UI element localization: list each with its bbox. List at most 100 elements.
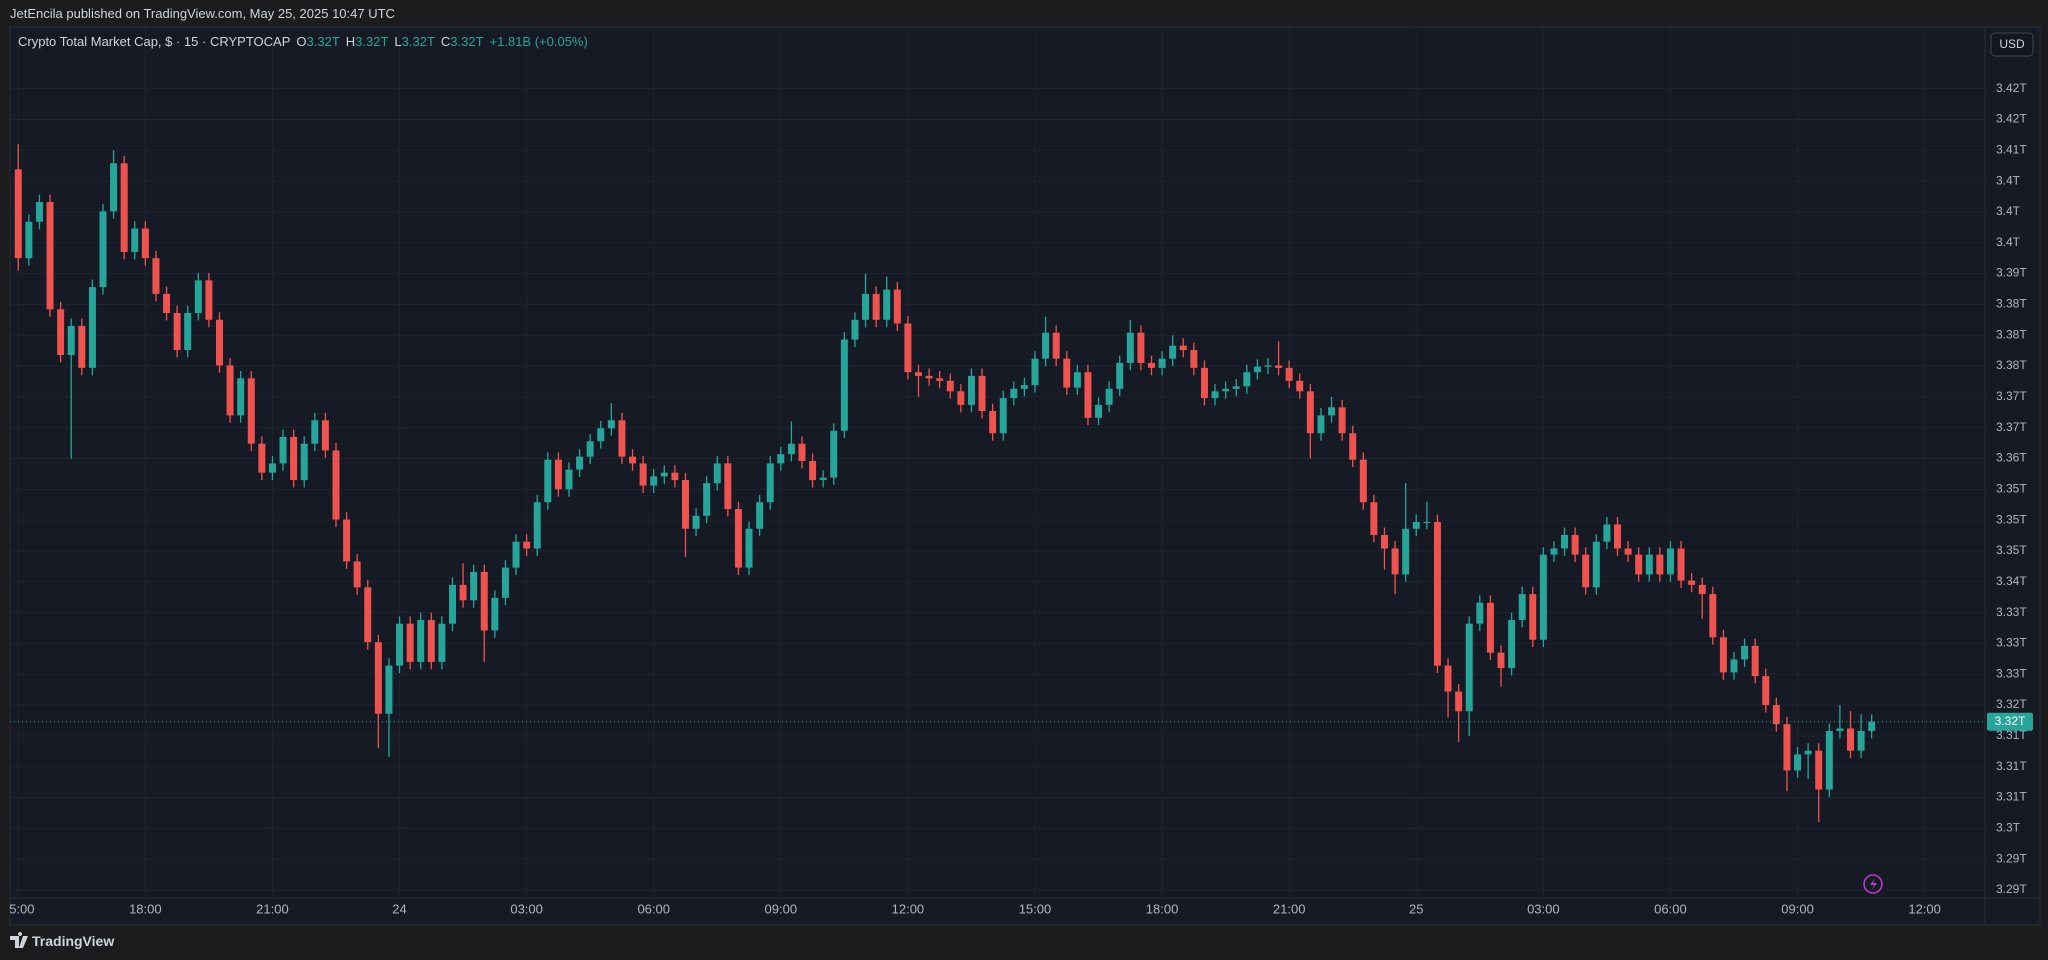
- candle-body: [1084, 372, 1092, 418]
- lightning-icon[interactable]: [1863, 874, 1883, 894]
- candle-body: [883, 289, 891, 320]
- candle-body: [1391, 548, 1399, 575]
- x-tick-label: 15:00: [1019, 901, 1052, 916]
- candle-body: [713, 463, 721, 484]
- candle-body: [1561, 534, 1569, 549]
- candle-body: [57, 309, 65, 355]
- candle-body: [1275, 365, 1283, 368]
- candle-body: [1518, 594, 1526, 620]
- candle-body: [1412, 521, 1420, 529]
- candle-body: [1751, 645, 1759, 677]
- candle-body: [1868, 721, 1876, 731]
- candle-body: [1645, 554, 1653, 575]
- candle-body: [237, 378, 245, 416]
- x-tick-label: 21:00: [1273, 901, 1306, 916]
- candle-body: [1804, 750, 1812, 755]
- y-tick-label: 3.31T: [1996, 728, 2027, 742]
- candle-body: [110, 163, 118, 212]
- y-tick-label: 3.4T: [1996, 173, 2021, 187]
- candle-body: [173, 313, 181, 351]
- candle-body: [184, 313, 192, 351]
- candle-body: [374, 642, 382, 714]
- last-price-label: 3.32T: [1995, 714, 2026, 728]
- y-tick-label: 3.34T: [1996, 574, 2027, 588]
- candle-body: [438, 623, 446, 662]
- candle-body: [1571, 534, 1579, 555]
- candle-body: [914, 372, 922, 376]
- candle-body: [35, 202, 43, 222]
- candle-body: [1359, 459, 1367, 503]
- candle-body: [194, 280, 202, 314]
- currency-button[interactable]: [1990, 32, 2034, 57]
- candle-body: [1137, 332, 1145, 363]
- candle-body: [1666, 548, 1674, 575]
- x-tick-label: 25: [1409, 901, 1423, 916]
- candle-body: [830, 430, 838, 478]
- candle-body: [448, 584, 456, 624]
- candle-body: [893, 289, 901, 324]
- currency-label[interactable]: USD: [1999, 37, 2025, 51]
- candle-body: [629, 456, 637, 464]
- candle-body: [692, 515, 700, 529]
- candle-body: [681, 480, 689, 529]
- candle-body: [809, 460, 817, 481]
- candle-body: [639, 463, 647, 486]
- candle-body: [936, 378, 944, 381]
- brand: TradingView: [32, 933, 115, 949]
- x-tick-label: 03:00: [510, 901, 543, 916]
- candle-body: [1550, 548, 1558, 555]
- candle-body: [1847, 728, 1854, 751]
- candle-body: [364, 587, 372, 643]
- candle-body: [1688, 580, 1696, 585]
- x-tick-label: 09:00: [765, 901, 798, 916]
- grid: [10, 27, 1985, 898]
- publish-info: JetEncila published on TradingView.com, …: [10, 6, 395, 21]
- y-tick-label: 3.35T: [1996, 543, 2027, 557]
- candle-body: [1306, 391, 1314, 434]
- candle-body: [1211, 391, 1219, 399]
- y-tick-label: 3.39T: [1996, 266, 2027, 280]
- candle-body: [1825, 730, 1833, 790]
- candle-body: [1285, 367, 1293, 381]
- y-tick-label: 3.42T: [1996, 81, 2027, 95]
- low-key: L: [394, 34, 402, 49]
- y-tick-label: 3.33T: [1996, 636, 2027, 650]
- candle-body: [491, 597, 499, 631]
- high-key: H: [345, 34, 356, 49]
- candle-body: [353, 561, 361, 588]
- candle-body: [14, 169, 22, 259]
- y-tick-label: 3.37T: [1996, 420, 2027, 434]
- candle-body: [396, 623, 404, 666]
- x-tick-label: 18:00: [1146, 901, 1179, 916]
- candle-body: [554, 459, 562, 490]
- candle-body: [671, 472, 679, 481]
- y-tick-label: 3.31T: [1996, 759, 2027, 773]
- candle-body: [1836, 728, 1844, 731]
- candle-body: [1465, 623, 1473, 712]
- candle-body: [904, 323, 912, 373]
- candle-body: [872, 293, 880, 320]
- y-tick-label: 3.38T: [1996, 358, 2027, 372]
- candle-body: [1349, 433, 1357, 460]
- open-value: 3.32T: [306, 34, 340, 49]
- candle-body: [1296, 380, 1304, 392]
- candle-body: [1328, 407, 1336, 416]
- candle-body: [1179, 345, 1187, 351]
- candle-body: [46, 202, 54, 310]
- candle-body: [131, 228, 139, 252]
- candle-body: [226, 365, 234, 416]
- candle-body: [1116, 362, 1124, 389]
- candle-body: [1020, 385, 1028, 389]
- candle-body: [819, 477, 827, 481]
- y-tick-label: 3.31T: [1996, 790, 2027, 804]
- candle-body: [1317, 415, 1325, 434]
- candle-body: [268, 463, 276, 473]
- symbol: Crypto Total Market Cap, $ · 15 · CRYPTO…: [18, 34, 291, 49]
- candle-body: [1635, 554, 1643, 575]
- candle-body: [1815, 750, 1823, 790]
- y-tick-label: 3.41T: [1996, 142, 2027, 156]
- publish-text: JetEncila published on TradingView.com, …: [10, 6, 395, 21]
- close-value: 3.32T: [450, 34, 484, 49]
- candle-body: [78, 325, 86, 368]
